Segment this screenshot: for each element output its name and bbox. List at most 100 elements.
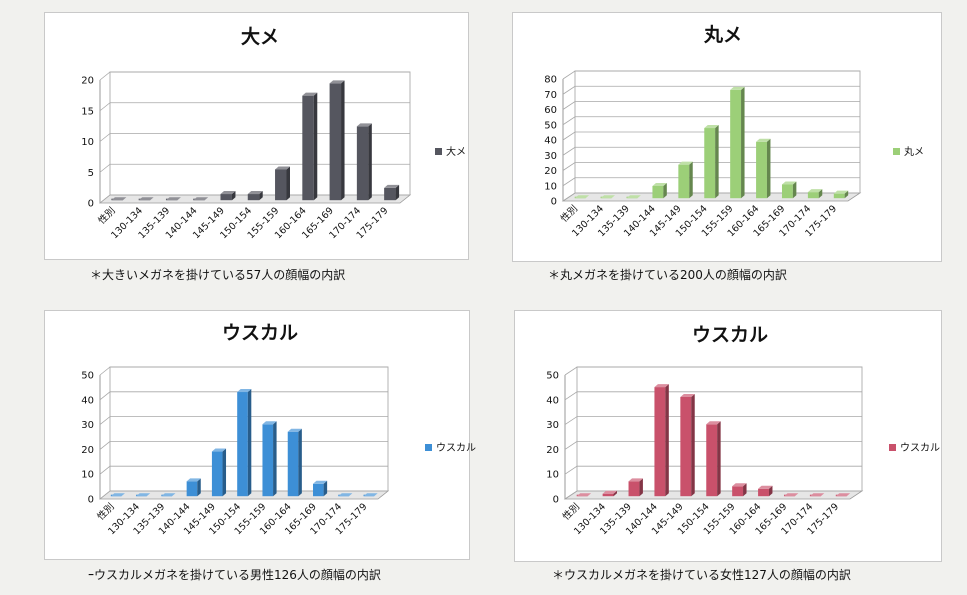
- gridline: [564, 391, 862, 401]
- bar-front: [247, 194, 260, 201]
- bar-side: [743, 483, 747, 497]
- bar-top: [758, 485, 773, 489]
- bar-side: [273, 421, 277, 497]
- bar-top: [136, 493, 151, 497]
- bar-side: [792, 181, 797, 199]
- bar-side: [231, 191, 236, 201]
- bar-top: [600, 195, 616, 199]
- bar: [732, 483, 747, 497]
- bar-front: [758, 488, 769, 497]
- legend-label: 大メ: [446, 145, 466, 158]
- x-tick-label: 性別: [558, 203, 580, 225]
- bar-side: [341, 80, 345, 201]
- bar-front: [654, 387, 666, 497]
- bar: [680, 394, 695, 497]
- bar-side: [715, 125, 719, 199]
- bar: [807, 189, 823, 199]
- bar-front: [706, 424, 718, 497]
- bar-top: [193, 197, 209, 201]
- bar-top: [363, 493, 378, 497]
- y-tick-label: 60: [544, 105, 557, 116]
- bar: [602, 490, 618, 497]
- bar: [833, 190, 849, 199]
- bar-top: [833, 190, 849, 194]
- bar-side: [313, 92, 318, 201]
- bar: [313, 480, 328, 497]
- bar-top: [809, 493, 825, 497]
- x-tick-label: 性別: [95, 501, 117, 523]
- y-tick-label: 50: [546, 371, 559, 382]
- bar-front: [313, 483, 324, 497]
- bar-top: [161, 493, 176, 497]
- bar: [678, 161, 693, 199]
- y-tick-label: 0: [553, 495, 559, 506]
- bar: [110, 493, 125, 497]
- bar-front: [384, 187, 396, 201]
- bar-front: [833, 193, 845, 199]
- bar-top: [732, 483, 747, 487]
- bar-front: [211, 451, 223, 497]
- chart-caption-uskaru-female: ＊ウスカルメガネを掛けている女性127人の顔幅の内訳: [552, 568, 851, 582]
- bar: [356, 123, 372, 201]
- bar-top: [356, 123, 372, 127]
- bar: [338, 493, 353, 497]
- bar-front: [237, 392, 248, 497]
- bar: [186, 478, 201, 497]
- bar: [165, 197, 181, 201]
- bar-top: [704, 125, 719, 129]
- bar-side: [323, 480, 328, 497]
- bar: [329, 80, 345, 201]
- gridline: [99, 102, 410, 112]
- chart-title: ウスカル: [222, 322, 298, 344]
- bar: [136, 493, 151, 497]
- bar-front: [302, 95, 314, 201]
- chart-caption-round-glasses: ＊丸メガネを掛けている200人の顔幅の内訳: [548, 268, 787, 282]
- bar: [730, 86, 745, 199]
- gridline: [564, 416, 862, 425]
- bar-side: [844, 190, 849, 199]
- bar-side: [691, 394, 695, 497]
- bar-top: [602, 490, 618, 494]
- chart-caption-uskaru-male: ｰウスカルメガネを掛けている男性126人の顔幅の内訳: [88, 568, 381, 582]
- bar-front: [807, 192, 819, 199]
- bar-side: [368, 123, 372, 201]
- bar: [237, 389, 252, 497]
- gridline: [562, 101, 860, 110]
- bar: [161, 493, 176, 497]
- bar-top: [186, 478, 201, 482]
- bar: [600, 195, 616, 199]
- legend-swatch: [435, 148, 442, 155]
- chart-panel-uskaru-male: ウスカル 0 10 20 30 40 50 性別 130-134 135-139 140-144 14…: [44, 310, 476, 560]
- bar-side: [286, 166, 290, 201]
- bar-chart-large-glasses: 大メ05101520性別130-134135-139140-144145-149…: [81, 25, 466, 241]
- y-tick-label: 10: [81, 137, 94, 148]
- y-tick-label: 10: [81, 470, 94, 481]
- legend-swatch: [893, 148, 900, 155]
- y-tick-label: 0: [88, 199, 94, 210]
- bar-side: [395, 184, 400, 201]
- bar: [111, 197, 127, 201]
- bar-side: [222, 448, 227, 497]
- bar: [363, 493, 378, 497]
- bar: [809, 493, 825, 497]
- bar-side: [247, 389, 252, 497]
- bar-top: [165, 197, 181, 201]
- x-tick-label: 性別: [96, 205, 118, 227]
- y-tick-label: 30: [544, 151, 557, 162]
- chart-title: 大メ: [241, 25, 279, 48]
- chart-panel-round-glasses: 丸メ 0 10 20 30 40 50 60 70 80 性別 130-134 135-139 140-1…: [512, 12, 942, 262]
- y-tick-label: 50: [544, 120, 557, 131]
- bar-top: [835, 493, 851, 497]
- chart-title: 丸メ: [703, 24, 742, 46]
- gridline: [99, 366, 388, 376]
- bar: [628, 478, 643, 497]
- bar-top: [652, 183, 667, 186]
- legend-label: ウスカル: [436, 442, 476, 454]
- bar-top: [576, 493, 592, 497]
- y-tick-label: 20: [81, 445, 94, 456]
- bar-top: [706, 421, 721, 425]
- bar-chart-uskaru-female: ウスカル01020304050性別130-134135-139140-14414…: [546, 324, 940, 537]
- bar-top: [247, 191, 263, 195]
- bar-side: [259, 191, 263, 201]
- bar: [654, 384, 669, 497]
